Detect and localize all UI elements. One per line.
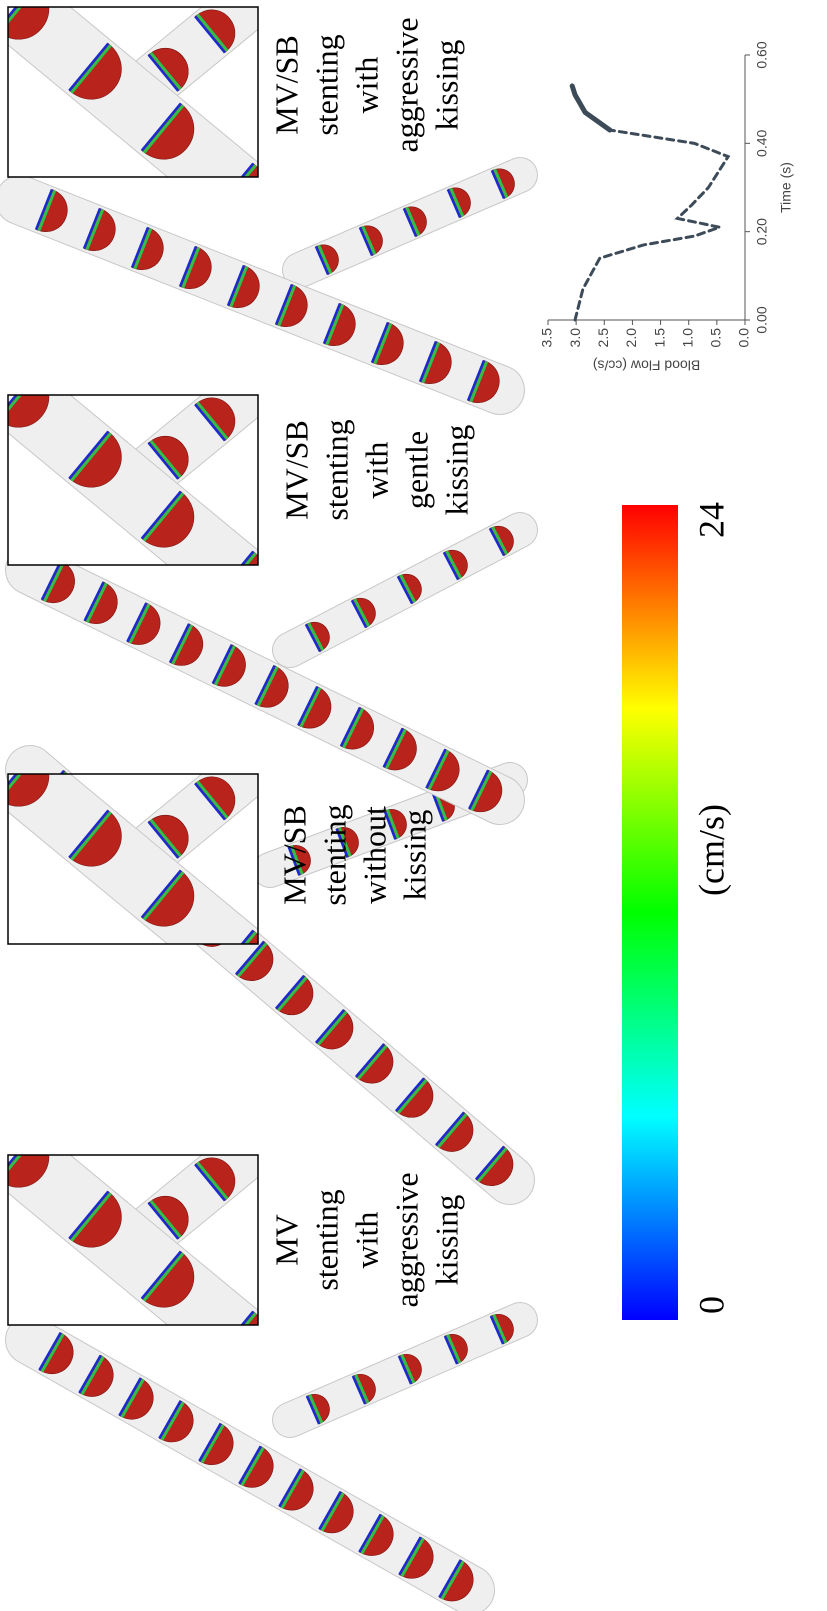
panel-label: MV/SB [276, 805, 312, 905]
x-tick-label: 0.60 [754, 41, 770, 68]
y-tick-label: 3.5 [539, 328, 555, 348]
panel-label: aggressive [388, 1172, 424, 1307]
x-tick-label: 0.40 [754, 129, 770, 156]
rotated-figure: MVstentingwithaggressivekissingMV/SBsten… [0, 0, 794, 1601]
colorbar-max: 24 [691, 502, 731, 538]
x-tick-label: 0.20 [754, 218, 770, 245]
panel-label: stenting [308, 1189, 344, 1290]
panel-label: gentle [398, 431, 434, 509]
panel-label: MV [268, 1214, 304, 1266]
figure: MVstentingwithaggressivekissingMV/SBsten… [0, 0, 827, 1611]
panel-label: MV/SB [268, 35, 304, 135]
panel-label: kissing [396, 810, 432, 901]
y-axis-title: Blood Flow (cc/s) [593, 357, 700, 373]
panel-label: with [348, 57, 384, 114]
x-axis-title: Time (s) [778, 162, 794, 213]
y-tick-label: 2.0 [623, 328, 639, 348]
colorbar-min: 0 [691, 1296, 731, 1314]
colorbar-unit: (cm/s) [691, 804, 731, 896]
panel-label: stenting [318, 419, 354, 520]
panel-label: stenting [308, 34, 344, 135]
page: {"panels": [ {"label": ["MV", "stenting"… [0, 0, 827, 1611]
panel-label: with [358, 442, 394, 499]
panel-label: kissing [438, 425, 474, 516]
flow-line [575, 130, 728, 320]
body: MVstentingwithaggressivekissingMV/SBsten… [0, 0, 827, 1611]
panel-label: kissing [428, 1195, 464, 1286]
panel-label: MV/SB [278, 420, 314, 520]
panel-label: with [348, 1212, 384, 1269]
y-tick-label: 1.0 [679, 328, 695, 348]
panel-label: without [356, 806, 392, 904]
flow-line [572, 86, 610, 130]
panel-label: stenting [316, 804, 352, 905]
y-tick-label: 3.0 [567, 328, 583, 348]
y-tick-label: 2.5 [595, 328, 611, 348]
panel-label: kissing [428, 40, 464, 131]
y-tick-label: 1.5 [651, 328, 667, 348]
panel-label: aggressive [388, 17, 424, 152]
y-tick-label: 0.0 [736, 328, 752, 348]
y-tick-label: 0.5 [708, 328, 724, 348]
x-tick-label: 0.00 [754, 306, 770, 333]
colorbar [622, 505, 678, 1320]
